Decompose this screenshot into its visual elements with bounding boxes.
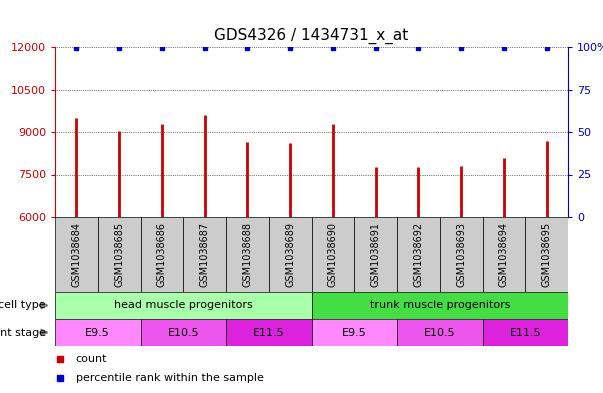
Bar — [440, 217, 482, 292]
Bar — [312, 319, 397, 346]
Title: GDS4326 / 1434731_x_at: GDS4326 / 1434731_x_at — [215, 28, 409, 44]
Text: GSM1038686: GSM1038686 — [157, 222, 167, 287]
Text: cell type: cell type — [0, 301, 46, 310]
Text: GSM1038684: GSM1038684 — [71, 222, 81, 287]
Bar — [354, 217, 397, 292]
Bar — [397, 217, 440, 292]
Text: GSM1038690: GSM1038690 — [328, 222, 338, 287]
Bar — [55, 292, 312, 319]
Bar — [312, 292, 568, 319]
Text: GSM1038692: GSM1038692 — [414, 222, 423, 287]
Text: GSM1038688: GSM1038688 — [242, 222, 253, 287]
Bar — [226, 319, 312, 346]
Text: E9.5: E9.5 — [86, 327, 110, 338]
Text: E11.5: E11.5 — [253, 327, 285, 338]
Bar — [226, 217, 269, 292]
Text: percentile rank within the sample: percentile rank within the sample — [75, 373, 264, 384]
Text: GSM1038694: GSM1038694 — [499, 222, 509, 287]
Bar — [55, 217, 98, 292]
Bar — [482, 319, 568, 346]
Text: GSM1038687: GSM1038687 — [200, 222, 210, 287]
Bar — [55, 319, 140, 346]
Bar — [397, 319, 482, 346]
Text: E9.5: E9.5 — [342, 327, 367, 338]
Bar — [183, 217, 226, 292]
Bar — [140, 217, 183, 292]
Text: GSM1038693: GSM1038693 — [456, 222, 466, 287]
Bar — [140, 319, 226, 346]
Bar — [269, 217, 312, 292]
Text: head muscle progenitors: head muscle progenitors — [114, 301, 253, 310]
Text: E10.5: E10.5 — [424, 327, 455, 338]
Text: GSM1038685: GSM1038685 — [114, 222, 124, 287]
Text: development stage: development stage — [0, 327, 46, 338]
Bar — [312, 217, 354, 292]
Text: E10.5: E10.5 — [168, 327, 199, 338]
Bar — [98, 217, 140, 292]
Text: trunk muscle progenitors: trunk muscle progenitors — [370, 301, 510, 310]
Text: GSM1038689: GSM1038689 — [285, 222, 295, 287]
Text: count: count — [75, 354, 107, 364]
Text: GSM1038695: GSM1038695 — [541, 222, 552, 287]
Text: GSM1038691: GSM1038691 — [371, 222, 380, 287]
Bar — [525, 217, 568, 292]
Text: E11.5: E11.5 — [510, 327, 541, 338]
Bar — [482, 217, 525, 292]
